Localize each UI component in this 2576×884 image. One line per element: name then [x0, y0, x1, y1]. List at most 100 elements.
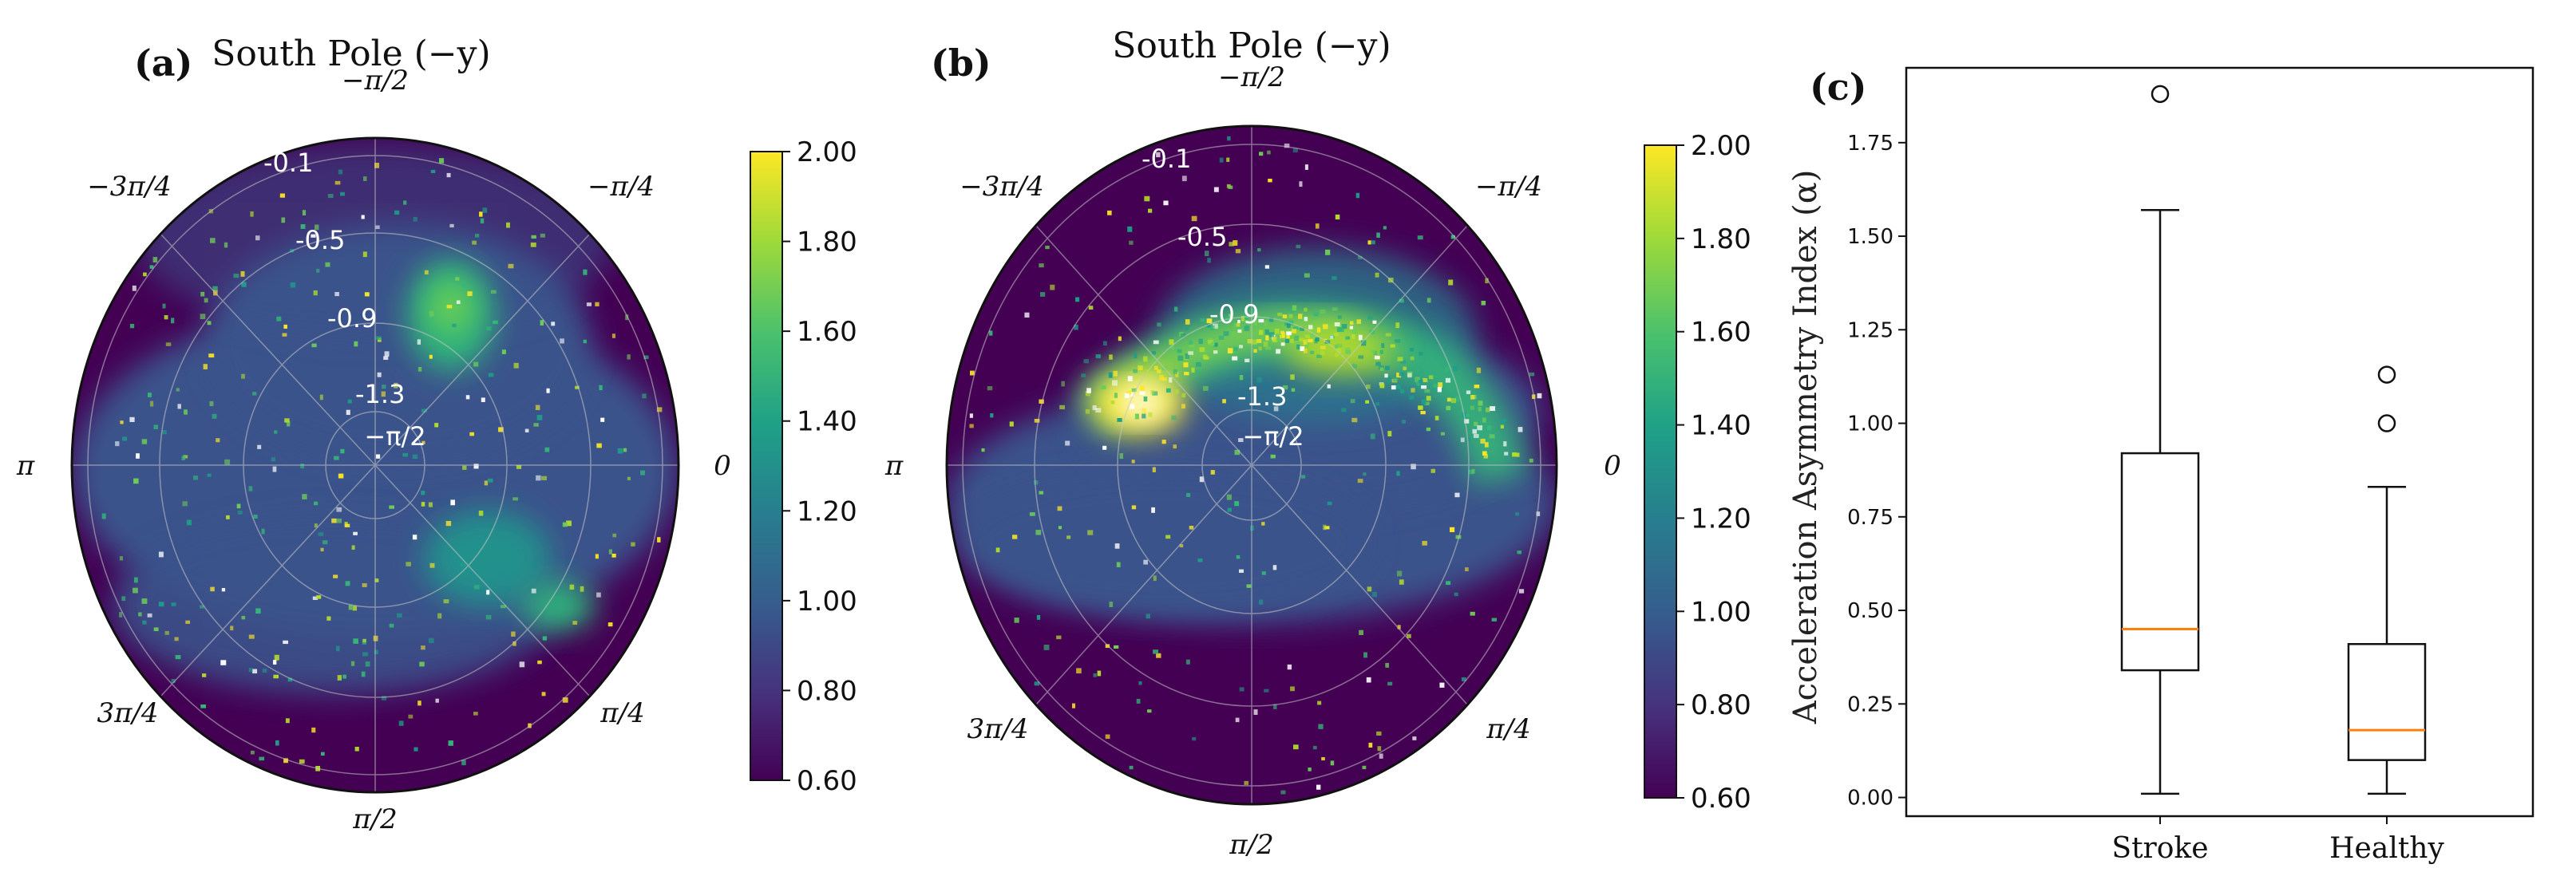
heatmap-speck	[1356, 319, 1361, 324]
heatmap-speck	[1237, 329, 1242, 333]
heatmap-speck	[1259, 599, 1264, 605]
heatmap-speck	[1407, 633, 1411, 638]
heatmap-speck	[257, 444, 262, 449]
heatmap-speck	[1138, 365, 1143, 371]
heatmap-speck	[530, 243, 536, 247]
heatmap-speck	[200, 605, 204, 609]
heatmap-speck	[1446, 397, 1451, 402]
heatmap-speck	[1213, 350, 1218, 354]
heatmap-speck	[595, 302, 599, 307]
heatmap-speck	[182, 501, 188, 507]
heatmap-speck	[1241, 316, 1245, 322]
heatmap-speck	[989, 330, 993, 336]
heatmap-speck	[1281, 332, 1286, 338]
heatmap-speck	[1300, 346, 1305, 352]
angle-label: −π/2	[1218, 61, 1285, 93]
heatmap-speck	[562, 697, 568, 703]
heatmap-speck	[446, 172, 451, 178]
heatmap-speck	[322, 540, 328, 545]
heatmap-speck	[429, 637, 434, 643]
heatmap-speck	[1312, 745, 1317, 750]
heatmap-speck	[417, 367, 422, 372]
heatmap-speck	[1169, 339, 1174, 345]
heatmap-speck	[1185, 659, 1190, 665]
heatmap-speck	[1396, 372, 1402, 378]
heatmap-speck	[354, 747, 359, 752]
heatmap-speck	[208, 353, 215, 358]
heatmap-speck	[175, 655, 181, 660]
heatmap-speck	[1419, 351, 1423, 356]
heatmap-speck	[1152, 391, 1158, 396]
heatmap-speck	[1112, 380, 1118, 386]
heatmap-speck	[1043, 645, 1050, 650]
heatmap-speck	[1083, 359, 1089, 364]
heatmap-speck	[1385, 333, 1391, 337]
heatmap-speck	[1426, 427, 1431, 432]
heatmap-speck	[1363, 652, 1367, 658]
heatmap-speck	[1199, 476, 1205, 483]
colorbar-tick-label: 0.80	[1691, 689, 1751, 721]
heatmap-speck	[365, 661, 370, 667]
heatmap-speck	[1119, 453, 1124, 460]
heatmap-speck	[480, 218, 485, 224]
title-b: South Pole (−y)	[1112, 26, 1391, 66]
heatmap-speck	[1355, 192, 1360, 199]
heatmap-speck	[212, 286, 218, 291]
polar-frame-b	[945, 124, 1558, 806]
heatmap-speck	[1170, 344, 1175, 349]
heatmap-speck	[129, 416, 135, 422]
heatmap-speck	[1418, 379, 1423, 384]
panel-label-a: (a)	[134, 41, 192, 85]
polar-field-b	[947, 126, 1557, 804]
heatmap-speck	[1173, 444, 1177, 449]
heatmap-speck	[325, 262, 330, 267]
heatmap-speck	[283, 640, 289, 645]
heatmap-speck	[1320, 350, 1325, 356]
heatmap-speck	[1127, 226, 1133, 232]
heatmap-speck	[551, 322, 556, 326]
heatmap-speck	[279, 193, 285, 198]
heatmap-speck	[1102, 445, 1107, 450]
heatmap-speck	[1198, 338, 1203, 345]
heatmap-speck	[1323, 524, 1327, 531]
heatmap-speck	[1157, 369, 1161, 373]
heatmap-speck	[1280, 790, 1286, 795]
heatmap-speck	[1314, 338, 1318, 344]
box-iqr	[2347, 643, 2427, 761]
heatmap-speck	[544, 447, 550, 452]
heatmap-speck	[1075, 297, 1080, 302]
heatmap-speck	[460, 562, 466, 566]
colorbar-tick-label: 0.60	[797, 765, 857, 797]
heatmap-speck	[337, 675, 342, 681]
heatmap-speck	[1491, 618, 1498, 622]
heatmap-speck	[171, 318, 175, 324]
boxplot-c: (c) Acceleration Asymmetry Index (α) 0.0…	[1787, 65, 2534, 865]
heatmap-speck	[1454, 492, 1460, 498]
heatmap-speck	[1316, 354, 1322, 358]
heatmap-speck	[236, 503, 241, 509]
heatmap-speck	[421, 440, 425, 444]
heatmap-speck	[1387, 431, 1392, 437]
heatmap-speck	[1391, 385, 1396, 390]
heatmap-speck	[1320, 345, 1326, 349]
title-a: South Pole (−y)	[212, 34, 490, 74]
heatmap-speck	[1156, 653, 1161, 658]
heatmap-speck	[143, 272, 147, 277]
heatmap-speck	[1350, 321, 1354, 326]
heatmap-speck	[1440, 432, 1445, 436]
heatmap-speck	[1012, 535, 1018, 539]
heatmap-speck	[1474, 385, 1480, 389]
heatmap-speck	[1351, 364, 1358, 369]
heatmap-speck	[1349, 326, 1353, 330]
heatmap-speck	[1316, 327, 1321, 333]
heatmap-speck	[1239, 375, 1244, 381]
heatmap-speck	[320, 547, 324, 552]
heatmap-speck	[1313, 312, 1319, 317]
heatmap-speck	[1277, 312, 1283, 317]
heatmap-speck	[1140, 385, 1145, 391]
heatmap-speck	[1247, 339, 1252, 344]
heatmap-speck	[1290, 310, 1295, 314]
angle-label: 0	[1604, 450, 1621, 482]
heatmap-speck	[1337, 348, 1341, 353]
heatmap-speck	[142, 620, 147, 625]
